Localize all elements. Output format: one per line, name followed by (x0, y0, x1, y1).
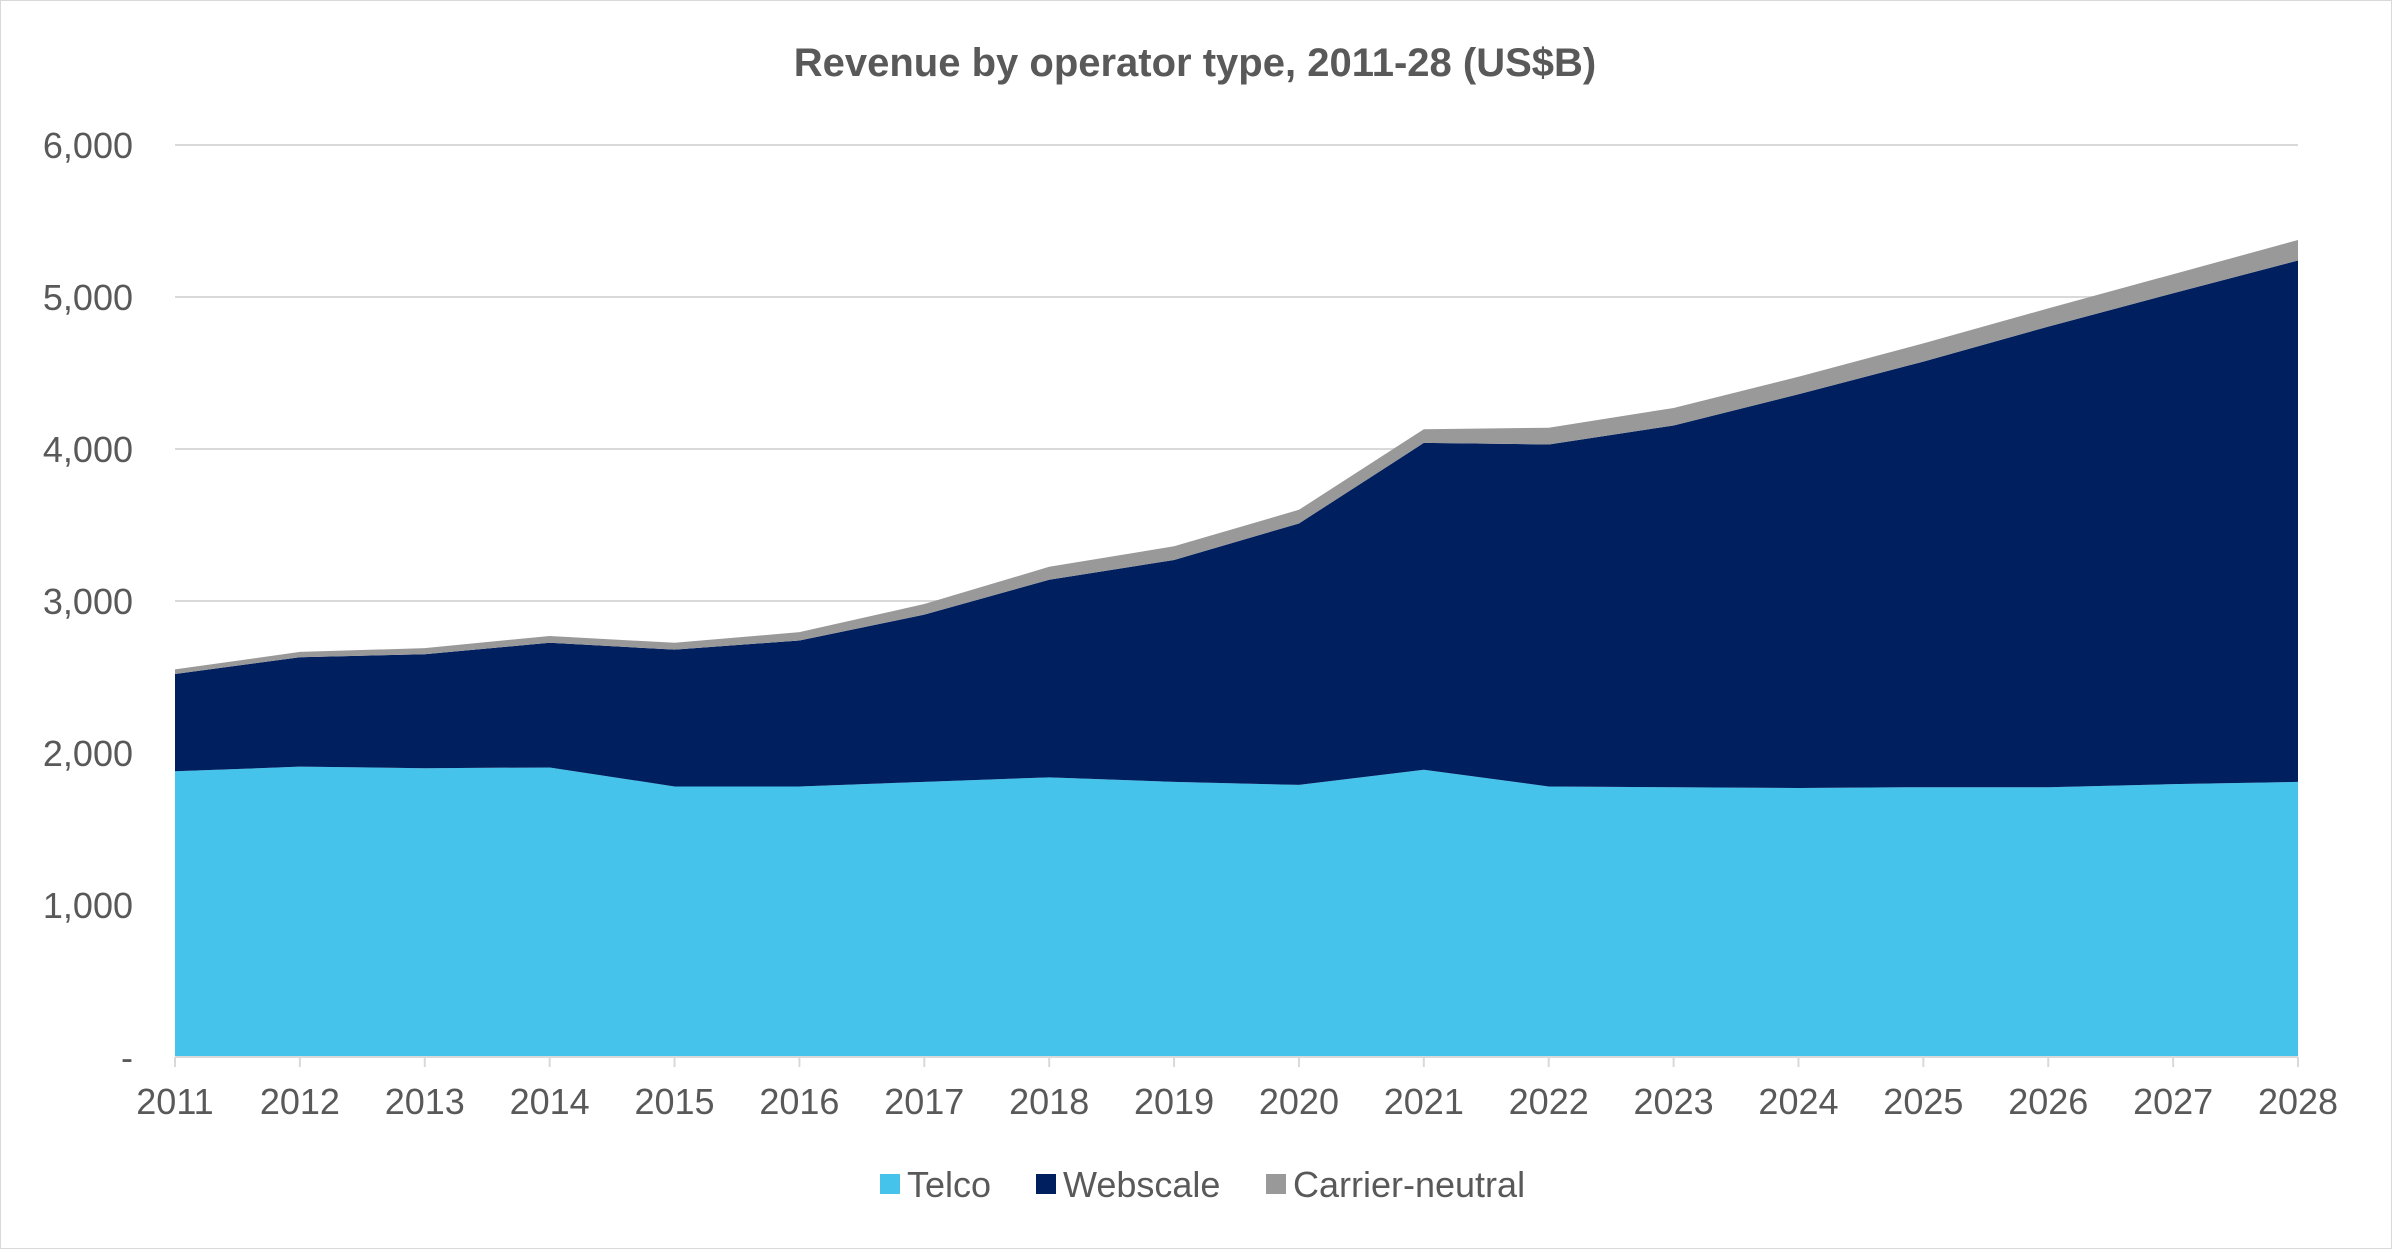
y-tick-label: 5,000 (43, 277, 133, 318)
legend: Telco Webscale Carrier-neutral (880, 1164, 1525, 1205)
x-tick-label: 2027 (2133, 1081, 2213, 1122)
x-tick-label: 2022 (1509, 1081, 1589, 1122)
x-tick-label: 2018 (1009, 1081, 1089, 1122)
x-tick-label: 2016 (759, 1081, 839, 1122)
y-tick-label: 4,000 (43, 429, 133, 470)
legend-swatch-telco (880, 1174, 900, 1194)
x-tick-label: 2019 (1134, 1081, 1214, 1122)
legend-swatch-webscale (1036, 1174, 1056, 1194)
x-tick-label: 2017 (884, 1081, 964, 1122)
legend-label: Webscale (1063, 1164, 1220, 1205)
chart-title: Revenue by operator type, 2011-28 (US$B) (794, 41, 1597, 85)
x-tick-label: 2014 (510, 1081, 590, 1122)
x-tick-label: 2021 (1384, 1081, 1464, 1122)
axes (174, 1056, 2299, 1067)
x-tick-label: 2023 (1634, 1081, 1714, 1122)
y-tick-label: 3,000 (43, 581, 133, 622)
x-tick-label: 2012 (260, 1081, 340, 1122)
legend-label: Telco (907, 1164, 991, 1205)
area-telco (175, 766, 2298, 1057)
x-tick-label: 2024 (1758, 1081, 1838, 1122)
x-tick-label: 2011 (136, 1081, 213, 1122)
x-tick-label: 2020 (1259, 1081, 1339, 1122)
x-tick-label: 2015 (634, 1081, 714, 1122)
y-tick-label: 6,000 (43, 125, 133, 166)
x-tick-label: 2026 (2008, 1081, 2088, 1122)
y-tick-label: 2,000 (43, 733, 133, 774)
x-tick-label: 2013 (385, 1081, 465, 1122)
x-tick-label: 2025 (1883, 1081, 1963, 1122)
legend-swatch-carrier-neutral (1266, 1174, 1286, 1194)
area-series (175, 240, 2298, 1057)
y-tick-label: 1,000 (43, 885, 133, 926)
legend-label: Carrier-neutral (1293, 1164, 1525, 1205)
x-axis-ticks: 2011 2012 2013 2014 2015 2016 2017 2018 2019 2020… (136, 1081, 2338, 1122)
y-axis-ticks: - 1,000 2,000 3,000 4,000 5,000 6,000 (43, 125, 133, 1078)
y-tick-label: - (121, 1037, 133, 1078)
area-webscale (175, 260, 2298, 788)
x-tick-label: 2028 (2258, 1081, 2338, 1122)
